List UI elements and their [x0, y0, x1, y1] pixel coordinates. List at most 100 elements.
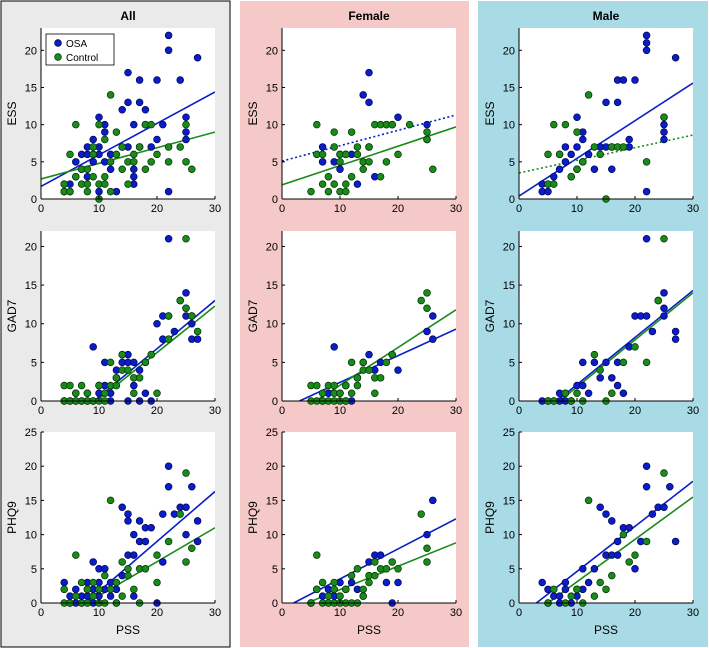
y-tick-label: 15: [266, 82, 278, 94]
subplot-6: 0 10 20 30 0 5 10 15 20 25 PHQ9 PSS: [5, 427, 221, 637]
control-point: [342, 150, 350, 159]
osa-point: [625, 524, 633, 532]
y-tick-label: 5: [509, 157, 515, 169]
osa-point: [182, 289, 190, 297]
osa-point: [608, 517, 616, 525]
y-tick-label: 25: [25, 427, 37, 439]
y-tick-label: 20: [266, 45, 278, 57]
osa-point: [135, 517, 144, 525]
control-point: [135, 143, 144, 151]
y-tick-label: 10: [25, 319, 37, 331]
osa-point: [153, 135, 161, 144]
control-point: [313, 120, 321, 129]
control-point: [423, 289, 431, 297]
control-point: [106, 585, 115, 594]
control-point: [654, 296, 662, 305]
y-axis-label: GAD7: [246, 299, 260, 332]
control-point: [353, 143, 362, 151]
plot-area: [282, 28, 456, 199]
control-point: [371, 558, 379, 566]
osa-point: [359, 91, 367, 99]
osa-point: [153, 76, 161, 84]
osa-point: [182, 128, 190, 136]
control-point: [376, 172, 385, 181]
osa-point: [89, 558, 97, 566]
control-point: [164, 158, 173, 166]
y-tick-label: 0: [509, 598, 515, 610]
control-fit-line: [315, 309, 456, 401]
control-fit-line: [306, 542, 456, 603]
x-tick-label: 0: [516, 405, 522, 417]
osa-point: [423, 327, 431, 336]
control-point: [394, 150, 402, 159]
subplot-7: 0 10 20 30 0 5 10 15 20 25 PHQ9 PSS: [246, 427, 462, 637]
osa-point: [555, 592, 564, 600]
osa-point: [130, 530, 138, 539]
control-point: [590, 143, 599, 151]
x-axis-label: PSS: [594, 623, 618, 637]
y-tick-label: 5: [272, 357, 278, 369]
osa-point: [660, 304, 668, 313]
osa-point: [124, 98, 132, 107]
control-point: [95, 381, 103, 390]
control-point: [83, 585, 92, 594]
control-point: [660, 234, 668, 243]
y-tick-label: 5: [31, 157, 37, 169]
osa-point: [330, 343, 338, 351]
y-axis-label: ESS: [5, 101, 19, 125]
osa-point: [141, 389, 150, 398]
osa-point: [596, 374, 604, 382]
osa-point: [671, 335, 680, 343]
control-point: [182, 234, 190, 243]
x-tick-label: 30: [209, 405, 221, 417]
subplot-0: 0 10 20 30 0 5 10 15 20 ESS All: [5, 9, 221, 215]
osa-point: [118, 503, 126, 511]
osa-point: [347, 578, 356, 587]
osa-point: [613, 537, 622, 546]
control-point: [112, 381, 121, 390]
osa-point: [642, 462, 651, 470]
control-point: [365, 158, 373, 166]
x-tick-label: 10: [571, 607, 583, 619]
control-point: [353, 150, 362, 159]
control-point: [417, 296, 425, 305]
osa-point: [106, 592, 115, 600]
osa-point: [619, 76, 628, 84]
osa-point: [130, 551, 138, 559]
x-tick-label: 0: [279, 405, 285, 417]
control-point: [590, 350, 599, 359]
y-tick-label: 20: [503, 45, 515, 57]
control-point: [118, 558, 126, 566]
osa-point: [318, 158, 327, 166]
x-tick-label: 0: [38, 607, 44, 619]
y-tick-label: 20: [503, 241, 515, 253]
control-point: [619, 143, 628, 151]
osa-point: [130, 165, 138, 174]
control-point: [423, 135, 431, 144]
x-tick-label: 20: [392, 607, 404, 619]
subplot-8: 0 10 20 30 0 5 10 15 20 25 PHQ9 PSS: [483, 427, 699, 637]
control-point: [188, 544, 196, 553]
control-point: [642, 158, 651, 166]
osa-point: [596, 503, 604, 511]
y-axis-label: PHQ9: [483, 501, 497, 534]
osa-point: [130, 358, 138, 367]
osa-point: [423, 530, 431, 539]
x-tick-label: 20: [392, 203, 404, 215]
osa-point: [101, 565, 109, 573]
osa-point: [336, 165, 344, 174]
osa-point: [429, 312, 437, 320]
control-point: [573, 165, 581, 174]
control-point: [417, 510, 425, 518]
osa-point: [182, 503, 190, 511]
y-axis-label: PHQ9: [5, 501, 19, 534]
osa-point: [394, 578, 402, 587]
control-point: [642, 537, 651, 546]
osa-point: [584, 389, 593, 398]
control-point: [72, 120, 80, 129]
y-tick-label: 15: [266, 280, 278, 292]
osa-point: [671, 53, 680, 62]
x-tick-label: 10: [571, 405, 583, 417]
control-point: [318, 150, 327, 159]
control-point: [89, 592, 97, 600]
